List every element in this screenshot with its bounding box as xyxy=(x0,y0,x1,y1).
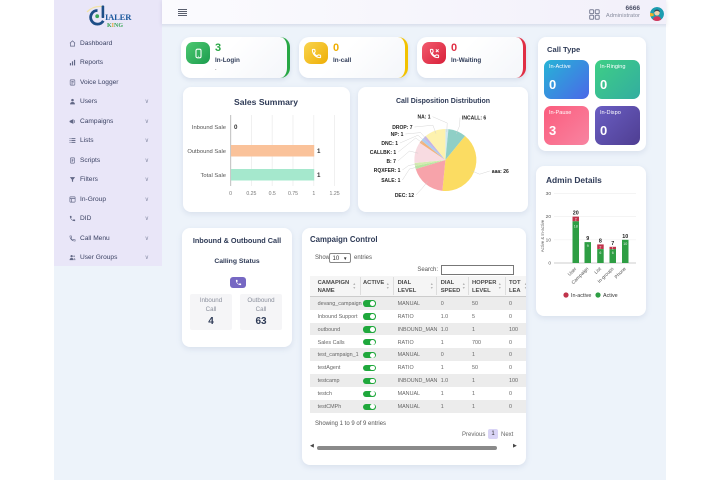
svg-text:Sales Summary: Sales Summary xyxy=(234,97,298,107)
svg-text:6: 6 xyxy=(599,251,601,255)
svg-text:Call Disposition Distribution: Call Disposition Distribution xyxy=(396,98,490,105)
svg-text:RQXFER: 1: RQXFER: 1 xyxy=(374,168,401,174)
svg-text:6: 6 xyxy=(612,251,614,255)
svg-text:DNC: 1: DNC: 1 xyxy=(381,141,398,147)
svg-text:0: 0 xyxy=(234,124,238,131)
svg-text:0: 0 xyxy=(548,261,551,267)
svg-text:Total Sale: Total Sale xyxy=(201,173,226,179)
svg-text:KING: KING xyxy=(107,23,123,29)
svg-text:Inbound Sale: Inbound Sale xyxy=(192,125,226,131)
svg-text:User: User xyxy=(567,266,579,278)
svg-text:1: 1 xyxy=(612,246,614,250)
svg-text:List: List xyxy=(593,266,603,276)
svg-text:CALLBK: 1: CALLBK: 1 xyxy=(370,150,397,156)
svg-text:9: 9 xyxy=(586,236,589,242)
svg-text:10: 10 xyxy=(546,237,552,243)
svg-text:0: 0 xyxy=(229,191,232,197)
svg-text:30: 30 xyxy=(546,191,552,197)
svg-text:1: 1 xyxy=(317,148,321,155)
svg-text:Active: Active xyxy=(603,293,618,299)
svg-text:0.75: 0.75 xyxy=(288,191,298,197)
svg-text:INCALL: 6: INCALL: 6 xyxy=(462,116,486,122)
svg-text:Admin Details: Admin Details xyxy=(546,175,602,185)
svg-text:10: 10 xyxy=(623,242,627,246)
svg-text:SALE: 1: SALE: 1 xyxy=(381,178,400,184)
svg-text:18: 18 xyxy=(574,225,578,229)
svg-text:10: 10 xyxy=(622,234,628,240)
svg-text:2: 2 xyxy=(575,218,577,222)
svg-text:1: 1 xyxy=(317,172,321,179)
svg-text:Active & In-active: Active & In-active xyxy=(540,219,545,252)
svg-text:DROP: 7: DROP: 7 xyxy=(392,125,413,131)
svg-text:Phone: Phone xyxy=(614,266,628,280)
svg-text:1: 1 xyxy=(312,191,315,197)
svg-text:NP: 1: NP: 1 xyxy=(391,132,404,138)
svg-text:0.25: 0.25 xyxy=(246,191,256,197)
svg-text:B: 7: B: 7 xyxy=(386,159,396,165)
svg-text:2: 2 xyxy=(599,245,601,249)
svg-text:NA: 1: NA: 1 xyxy=(418,115,431,121)
svg-text:DEC: 12: DEC: 12 xyxy=(395,193,414,199)
svg-text:IALER: IALER xyxy=(105,12,132,22)
svg-text:9: 9 xyxy=(587,244,589,248)
svg-text:In-active: In-active xyxy=(571,293,591,299)
svg-text:7: 7 xyxy=(611,241,614,247)
svg-text:0.5: 0.5 xyxy=(269,191,276,197)
svg-text:20: 20 xyxy=(546,214,552,220)
svg-text:Outbound Sale: Outbound Sale xyxy=(187,149,226,155)
svg-text:8: 8 xyxy=(599,238,602,244)
svg-text:1.25: 1.25 xyxy=(330,191,340,197)
svg-text:aaa: 26: aaa: 26 xyxy=(492,169,509,175)
svg-text:20: 20 xyxy=(573,211,579,217)
